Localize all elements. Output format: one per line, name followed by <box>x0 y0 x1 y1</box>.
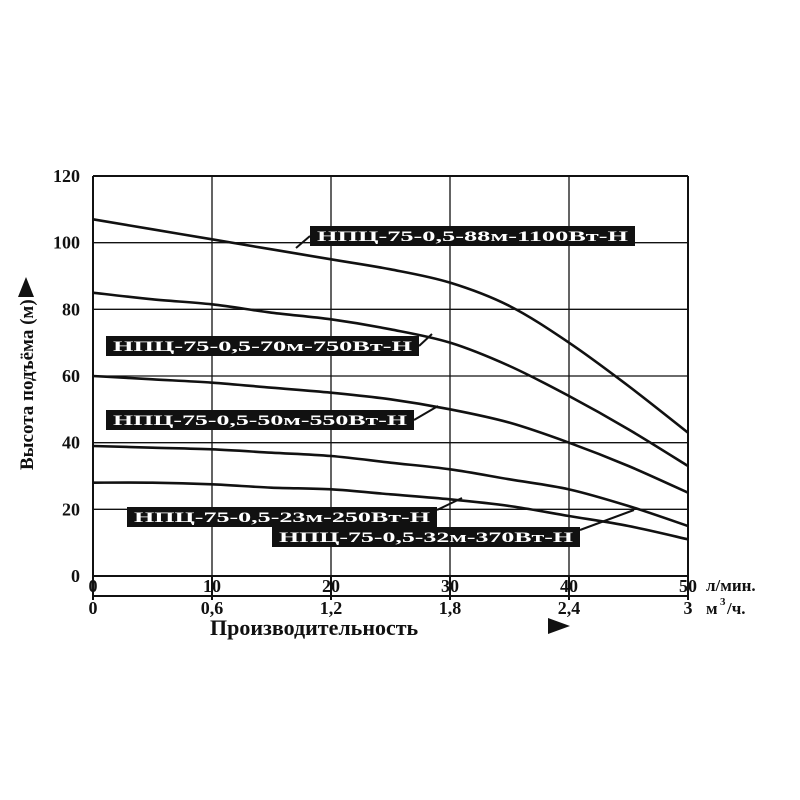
x-unit-secondary-base: м <box>706 599 718 618</box>
series-label: НПЦ-75-0,5-50м-550Вт-Н <box>113 413 408 429</box>
series-label-leader <box>436 497 463 511</box>
series-curve <box>92 291 689 468</box>
y-tick-label: 100 <box>53 233 80 253</box>
series-curve <box>92 218 689 434</box>
series-label-box <box>127 507 437 527</box>
x-unit-secondary-sup: 3 <box>720 596 726 608</box>
series-label-box <box>310 226 635 246</box>
series-labels: НПЦ-75-0,5-88м-1100Вт-Н НПЦ-75-0,5-70м-75… <box>106 226 635 547</box>
x-tick-label-m3h: 1,2 <box>320 598 343 618</box>
series-curve <box>92 481 689 541</box>
series-label-leader <box>579 509 635 531</box>
y-axis-title: Высота подъёма (м) <box>17 299 38 470</box>
x-tick-label-lpm: 50 <box>679 576 697 596</box>
x-tick-label-lpm: 30 <box>441 576 459 596</box>
x-tick-label-lpm: 40 <box>560 576 578 596</box>
x-unit-secondary-rest: /ч. <box>726 599 746 618</box>
x-tick-label-m3h: 1,8 <box>439 598 462 618</box>
y-tick-labels: 0 20 40 60 80 100 120 <box>53 166 80 586</box>
series-label-box <box>106 336 419 356</box>
x-axis-title: Производительность <box>210 615 419 640</box>
x-axis-arrow-icon <box>548 618 570 634</box>
x-tick-labels: 0 10 20 30 40 50 0 0,6 1,2 1,8 2,4 3 <box>89 576 698 618</box>
series-label: НПЦ-75-0,5-88м-1100Вт-Н <box>317 229 629 245</box>
series-label: НПЦ-75-0,5-70м-750Вт-Н <box>113 339 413 355</box>
x-tick-label-lpm: 20 <box>322 576 340 596</box>
x-unit-primary: л/мин. <box>706 576 756 595</box>
series-label-leader <box>418 333 433 347</box>
y-tick-label: 80 <box>62 299 80 319</box>
y-tick-label: 60 <box>62 366 80 386</box>
label-leaders <box>295 235 635 531</box>
series-label-box <box>106 410 414 430</box>
series-label: НПЦ-75-0,5-23м-250Вт-Н <box>134 510 431 526</box>
series-label-leader <box>295 235 311 249</box>
series-label-box <box>272 527 580 547</box>
y-tick-label: 0 <box>71 566 80 586</box>
x-tick-label-m3h: 0 <box>89 598 98 618</box>
x-tick-label-lpm: 0 <box>89 576 98 596</box>
curves <box>92 218 689 541</box>
y-tick-label: 120 <box>53 166 80 186</box>
series-label-leader <box>413 405 439 421</box>
x-tick-label-m3h: 0,6 <box>201 598 224 618</box>
y-tick-label: 40 <box>62 433 80 453</box>
x-tick-label-m3h: 2,4 <box>558 598 581 618</box>
y-tick-label: 20 <box>62 499 80 519</box>
y-axis-arrow-icon <box>18 277 34 297</box>
series-curve <box>92 374 689 494</box>
series-label: НПЦ-75-0,5-32м-370Вт-Н <box>279 530 574 546</box>
x-tick-label-m3h: 3 <box>684 598 693 618</box>
x-tick-label-lpm: 10 <box>203 576 221 596</box>
series-curve <box>92 444 689 528</box>
